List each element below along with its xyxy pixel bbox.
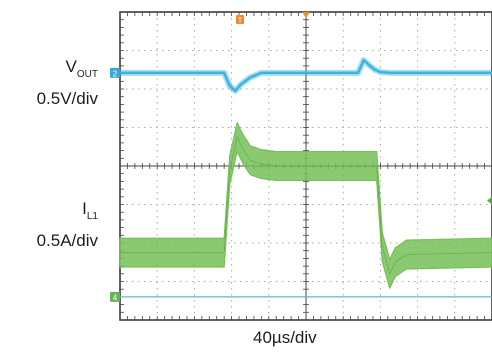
- il1-label: IL1: [82, 199, 98, 222]
- ch4-marker-text: 4: [113, 293, 118, 302]
- ch2-marker-text: 2: [113, 69, 118, 78]
- il1-scale-label: 0.5A/div: [36, 231, 98, 250]
- x-axis-label: 40µs/div: [253, 328, 317, 347]
- vout-scale-label: 0.5V/div: [36, 89, 98, 108]
- trigger-marker: T: [236, 15, 244, 25]
- trigger-marker-box: [236, 15, 244, 24]
- inductor-current-trace: [119, 122, 492, 289]
- ch4-marker-box: [110, 291, 120, 302]
- traces: [119, 57, 492, 298]
- trigger-level-marker: [487, 196, 492, 205]
- trigger-position-arrow: [302, 12, 310, 18]
- ch2-marker-box: [110, 67, 120, 78]
- vout-label: VOUT: [65, 57, 98, 80]
- channel-markers: 2 4 T: [110, 12, 492, 302]
- inductor-current-centerline: [120, 135, 492, 276]
- vout-trace: [120, 58, 492, 93]
- ch2-marker: 2: [110, 67, 120, 78]
- trigger-marker-text: T: [238, 18, 243, 25]
- ch4-marker: 4: [110, 291, 120, 302]
